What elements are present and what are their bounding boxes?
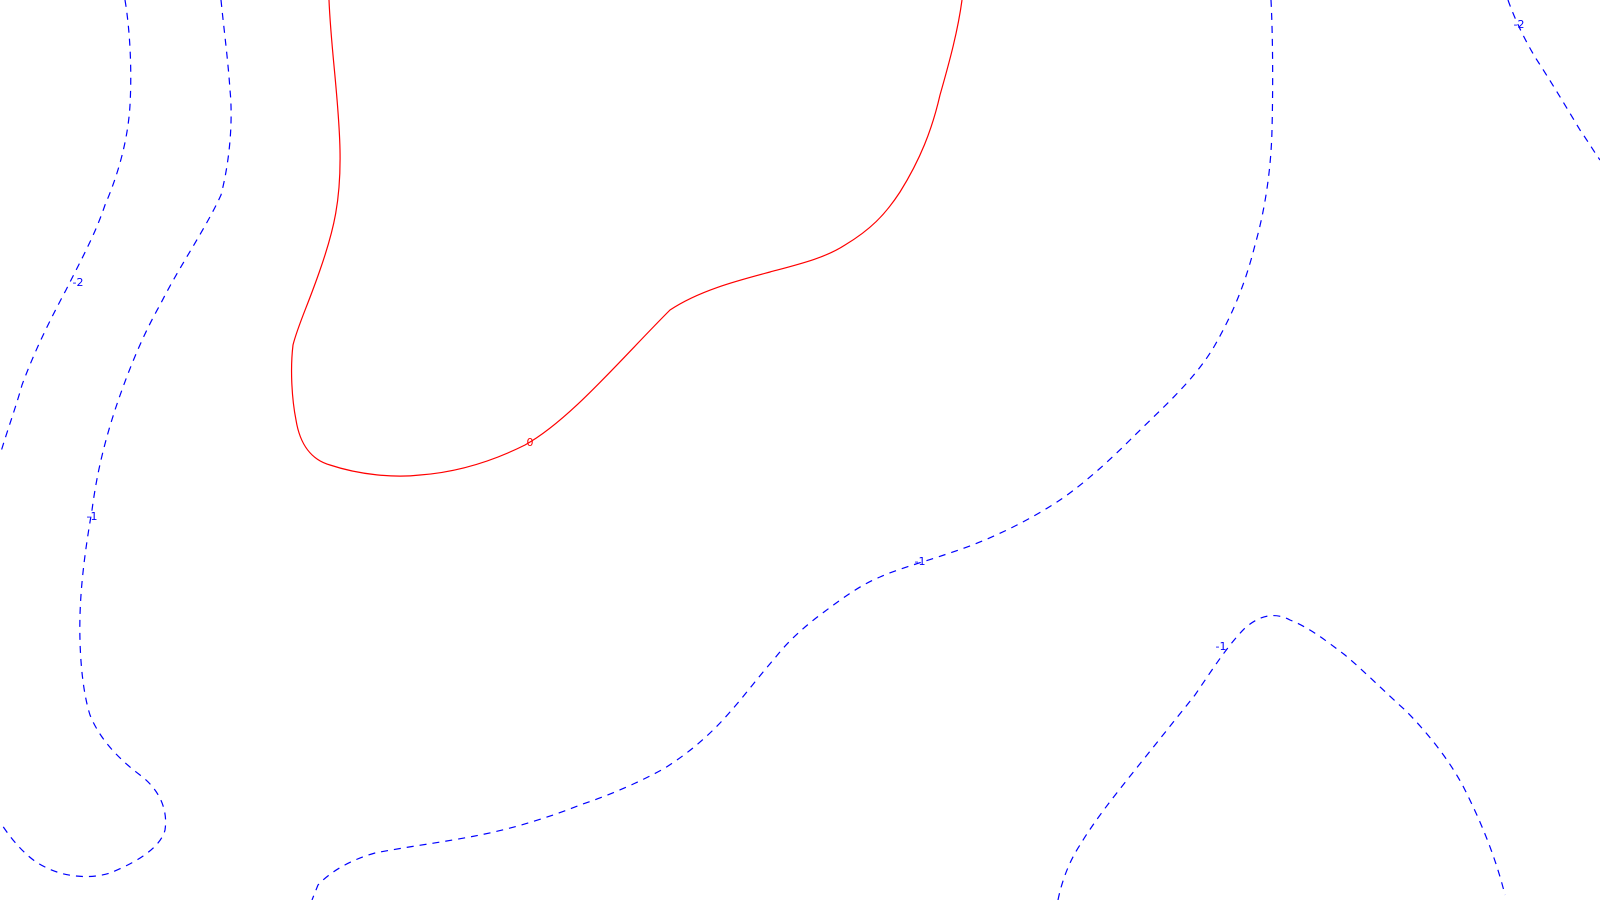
contour-label-neg1-left: -1	[87, 510, 98, 523]
contour-label-neg2-left: -2	[73, 276, 84, 289]
contour-level-0	[290, 0, 963, 477]
contour-label-neg2-right: -2	[1514, 18, 1525, 31]
contour-label-neg1-middle: -1	[915, 555, 926, 568]
contour-level-neg2-right	[1507, 0, 1600, 161]
contour-level-neg2-left	[0, 0, 132, 456]
contour-level-neg1-middle	[311, 0, 1274, 900]
contour-level-neg1-right	[1057, 614, 1506, 900]
contour-level-neg1-left	[0, 0, 232, 878]
contour-label-0: 0	[527, 436, 534, 449]
contour-label-neg1-right: -1	[1216, 640, 1227, 653]
